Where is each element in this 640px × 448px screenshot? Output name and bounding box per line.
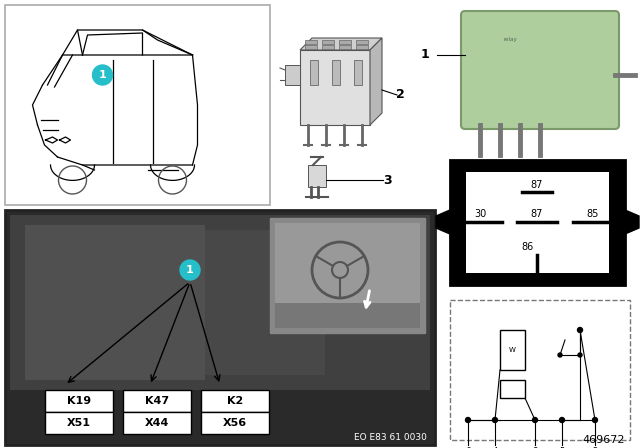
Text: relay: relay: [503, 38, 517, 43]
Bar: [332, 60, 340, 85]
Text: 87: 87: [531, 209, 543, 219]
Text: 3: 3: [384, 173, 392, 186]
Bar: [45, 390, 113, 412]
Text: K47: K47: [145, 396, 169, 406]
Bar: [305, 45, 317, 49]
Bar: [356, 45, 368, 49]
Bar: [310, 60, 318, 85]
Text: K19: K19: [67, 396, 91, 406]
Text: EO E83 61 0030: EO E83 61 0030: [354, 432, 427, 441]
Circle shape: [558, 353, 562, 357]
Polygon shape: [370, 38, 382, 125]
Bar: [300, 50, 370, 125]
Bar: [270, 218, 425, 333]
Circle shape: [180, 260, 200, 280]
Bar: [500, 380, 525, 398]
Bar: [5, 210, 435, 445]
Circle shape: [93, 65, 113, 85]
Text: 1: 1: [420, 48, 429, 61]
Bar: [201, 390, 269, 412]
Bar: [450, 300, 630, 440]
Bar: [450, 160, 625, 285]
Text: 2: 2: [396, 89, 404, 102]
Polygon shape: [436, 210, 450, 234]
Bar: [322, 45, 334, 49]
Text: X51: X51: [67, 418, 91, 428]
Polygon shape: [625, 210, 639, 234]
Bar: [275, 303, 420, 328]
Bar: [356, 40, 368, 44]
Bar: [466, 172, 609, 273]
Bar: [123, 390, 191, 412]
Bar: [5, 5, 270, 205]
Text: W: W: [509, 347, 515, 353]
Text: 85: 85: [587, 209, 599, 219]
Text: 1: 1: [186, 265, 194, 275]
Bar: [305, 40, 317, 44]
Bar: [308, 165, 326, 187]
Bar: [10, 215, 430, 390]
Circle shape: [577, 327, 582, 332]
Bar: [205, 230, 325, 375]
Bar: [45, 412, 113, 434]
Circle shape: [532, 418, 538, 422]
Bar: [339, 45, 351, 49]
Text: 30: 30: [474, 209, 486, 219]
Text: 469672: 469672: [582, 435, 625, 445]
Polygon shape: [300, 38, 382, 50]
Circle shape: [493, 418, 497, 422]
Text: 1: 1: [99, 70, 106, 80]
Bar: [123, 412, 191, 434]
Text: 87: 87: [531, 180, 543, 190]
Bar: [354, 60, 362, 85]
Circle shape: [593, 418, 598, 422]
Bar: [500, 330, 525, 370]
Circle shape: [559, 418, 564, 422]
Bar: [285, 65, 300, 85]
Bar: [25, 225, 205, 380]
Bar: [275, 223, 420, 328]
Text: 86: 86: [521, 242, 533, 252]
Bar: [201, 412, 269, 434]
FancyBboxPatch shape: [461, 11, 619, 129]
Circle shape: [578, 353, 582, 357]
Bar: [322, 40, 334, 44]
Text: K2: K2: [227, 396, 243, 406]
Bar: [339, 40, 351, 44]
Text: X56: X56: [223, 418, 247, 428]
Text: X44: X44: [145, 418, 169, 428]
Circle shape: [465, 418, 470, 422]
